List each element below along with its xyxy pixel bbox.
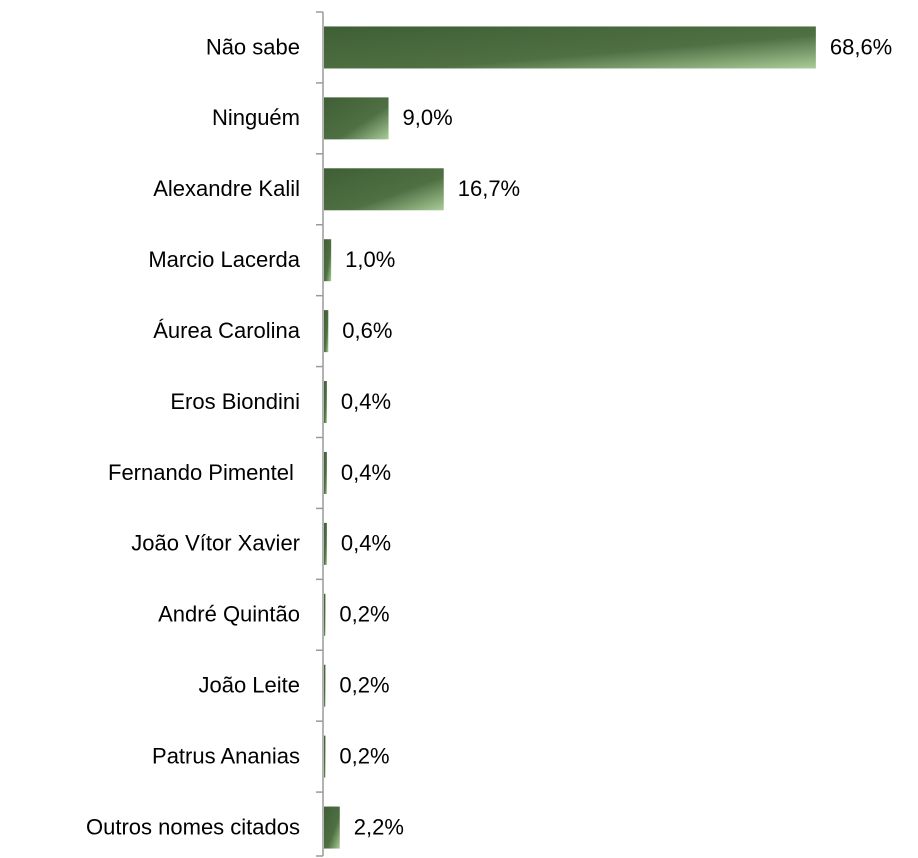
y-tick-label: Outros nomes citados <box>86 814 300 839</box>
value-label: 0,2% <box>339 602 389 627</box>
value-label: 9,0% <box>403 105 453 130</box>
y-tick-label: Ninguém <box>212 105 300 130</box>
bar <box>324 239 332 282</box>
bar <box>324 735 326 778</box>
y-tick-label: Alexandre Kalil <box>153 176 300 201</box>
value-label: 1,0% <box>345 247 395 272</box>
bar <box>324 522 327 565</box>
bar <box>324 97 389 140</box>
bar <box>324 26 816 69</box>
y-tick-label: Eros Biondini <box>170 389 300 414</box>
y-tick-label: Não sabe <box>206 34 300 59</box>
bar <box>324 451 327 494</box>
y-tick-label: Patrus Ananias <box>152 743 300 768</box>
value-label: 0,4% <box>341 389 391 414</box>
value-label: 0,2% <box>339 673 389 698</box>
value-label: 0,6% <box>342 318 392 343</box>
value-label: 68,6% <box>830 34 892 59</box>
bar <box>324 381 327 424</box>
y-tick-label: Fernando Pimentel <box>108 460 300 485</box>
y-tick-label: Marcio Lacerda <box>148 247 300 272</box>
y-tick-label: João Vítor Xavier <box>131 531 300 556</box>
value-label: 0,4% <box>341 531 391 556</box>
y-tick-label: Áurea Carolina <box>153 318 301 343</box>
value-label: 16,7% <box>458 176 520 201</box>
bar <box>324 168 444 211</box>
y-tick-label: André Quintão <box>158 602 300 627</box>
bar <box>324 664 326 707</box>
bar <box>324 806 340 849</box>
value-label: 0,4% <box>341 460 391 485</box>
y-tick-label: João Leite <box>198 673 300 698</box>
value-label: 2,2% <box>354 814 404 839</box>
bar <box>324 593 326 636</box>
value-label: 0,2% <box>339 743 389 768</box>
bar <box>324 310 329 353</box>
